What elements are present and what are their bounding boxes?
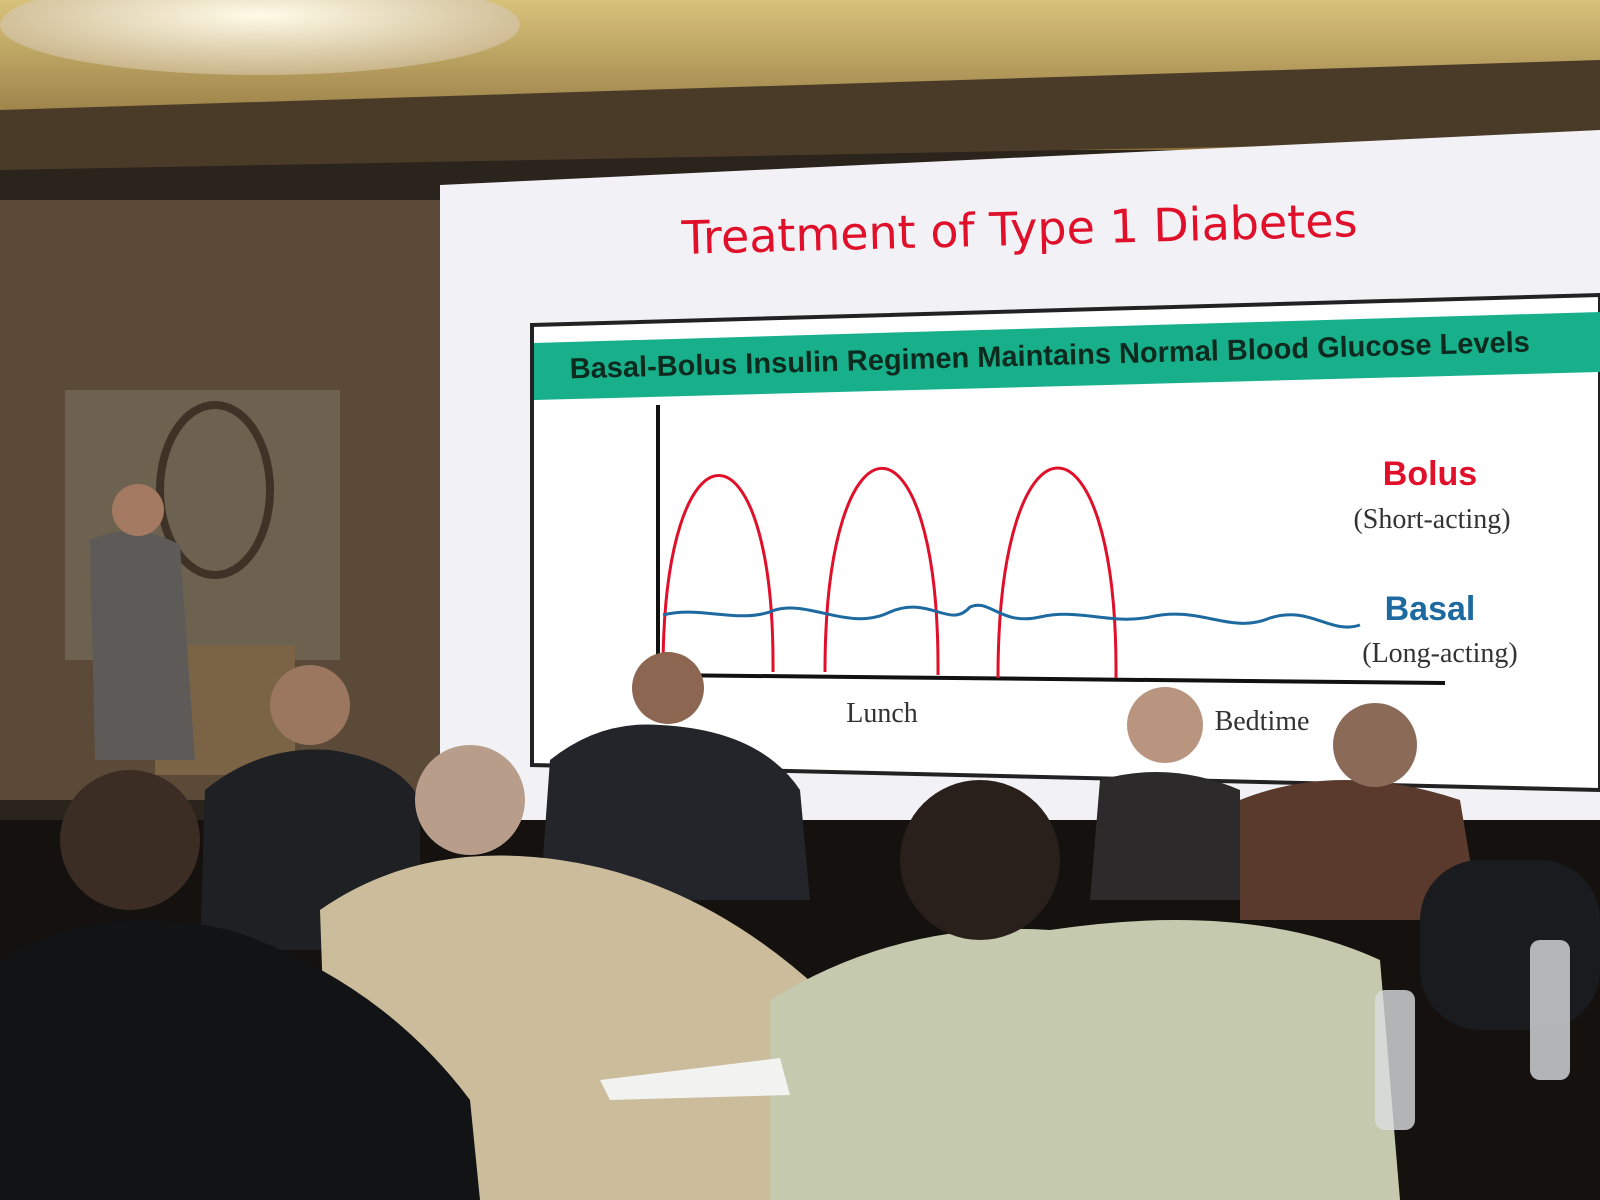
speaker	[90, 531, 195, 760]
person	[0, 920, 480, 1200]
person-head	[1333, 703, 1417, 787]
x-label: Bedtime	[1215, 706, 1310, 737]
chair	[1420, 860, 1600, 1030]
paper	[600, 1058, 790, 1100]
person	[770, 920, 1400, 1200]
person	[1240, 780, 1480, 920]
bolus-peak	[661, 474, 775, 673]
bolus-peak	[996, 466, 1118, 679]
basal-curve	[662, 603, 1361, 629]
person-head	[415, 745, 525, 855]
bolus-peak	[823, 466, 940, 676]
person-head	[900, 780, 1060, 940]
legend-note: (Long-acting)	[1362, 638, 1518, 669]
legend-label: Bolus	[1383, 455, 1477, 493]
legend-note: (Short-acting)	[1353, 504, 1510, 535]
person	[540, 724, 810, 900]
person-head	[60, 770, 200, 910]
x-axis	[657, 673, 1446, 685]
water-bottle	[1530, 940, 1570, 1080]
person-head	[632, 652, 704, 724]
banner-bar	[534, 312, 1600, 400]
person	[1090, 772, 1240, 900]
audience	[0, 652, 1600, 1200]
x-label: Lunch	[846, 698, 918, 729]
speaker-head	[112, 484, 164, 536]
water-bottle	[1375, 990, 1415, 1130]
chart-frame	[530, 292, 1600, 793]
ceiling-edge	[0, 60, 1600, 170]
bolus-curves	[661, 466, 1118, 679]
ornament-ring	[156, 401, 274, 579]
chandelier	[0, 0, 520, 75]
person-head	[1127, 687, 1203, 763]
legend-label: Basal	[1385, 590, 1476, 628]
person-head	[270, 665, 350, 745]
